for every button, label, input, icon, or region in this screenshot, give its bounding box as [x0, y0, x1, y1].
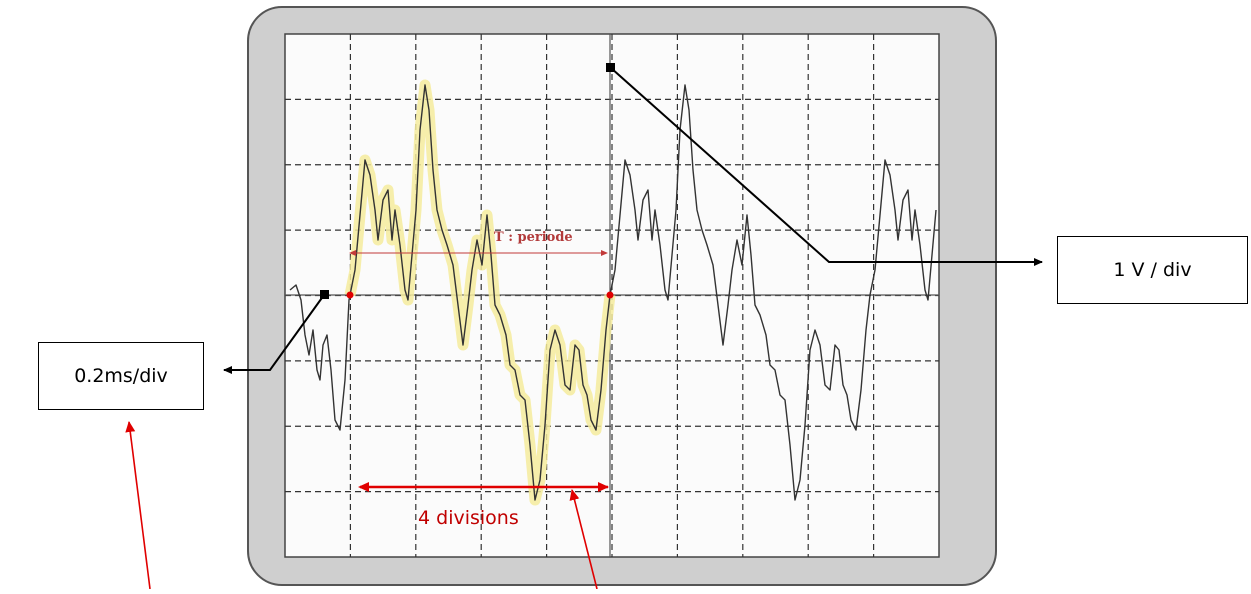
- volt-scale-marker: [606, 63, 615, 72]
- period-end-dot: [606, 291, 614, 299]
- volt-scale-label: 1 V / div: [1113, 259, 1192, 281]
- time-base-label: 0.2ms/div: [74, 365, 168, 387]
- divisions-pointer-arrow: [569, 489, 598, 590]
- period-label: T : periode: [494, 230, 573, 245]
- time-base-connector: [223, 294, 325, 374]
- volt-scale-connector: [610, 67, 1043, 266]
- time-base-pointer-arrow: [125, 421, 151, 590]
- divisions-label: 4 divisions: [418, 507, 519, 529]
- volt-scale-label-box: 1 V / div: [1057, 236, 1248, 304]
- time-base-label-box: 0.2ms/div: [38, 342, 204, 410]
- period-start-dot: [346, 291, 354, 299]
- time-base-marker: [320, 290, 329, 299]
